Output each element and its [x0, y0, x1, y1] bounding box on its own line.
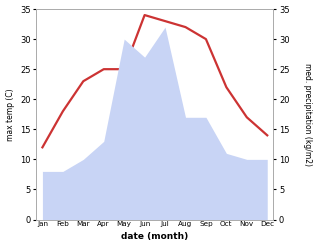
Y-axis label: med. precipitation (kg/m2): med. precipitation (kg/m2) — [303, 63, 313, 166]
Y-axis label: max temp (C): max temp (C) — [5, 88, 15, 141]
X-axis label: date (month): date (month) — [121, 232, 189, 242]
